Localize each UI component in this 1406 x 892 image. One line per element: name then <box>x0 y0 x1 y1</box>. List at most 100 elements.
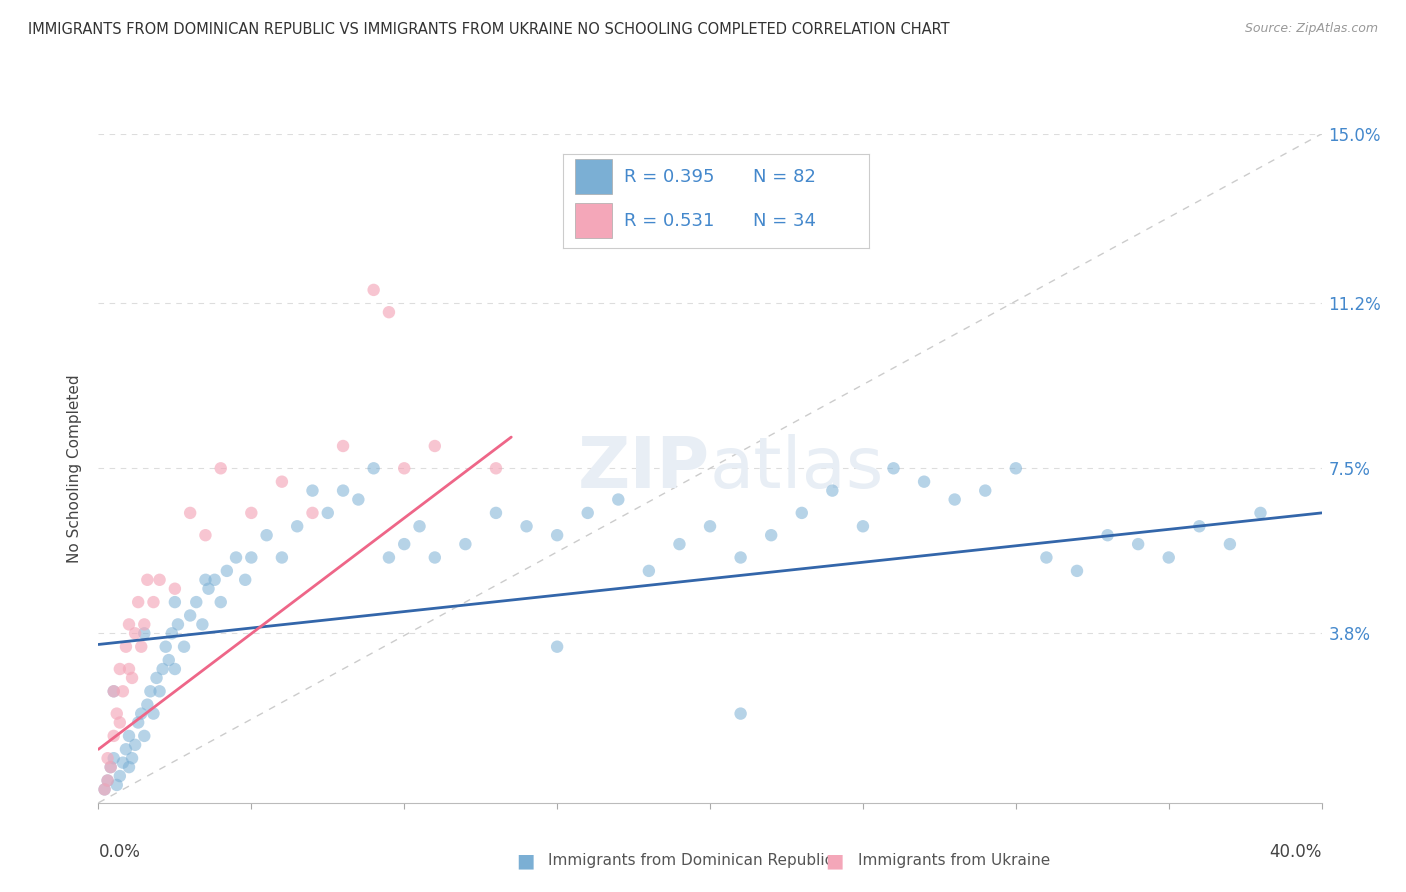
Point <box>607 492 630 507</box>
Point <box>103 684 125 698</box>
Point <box>97 751 120 765</box>
Text: R = 0.395: R = 0.395 <box>624 169 714 186</box>
Point <box>516 519 538 533</box>
Point <box>100 760 122 774</box>
Point <box>97 773 120 788</box>
Point <box>108 715 131 730</box>
Point <box>204 573 226 587</box>
Text: 0.0%: 0.0% <box>98 843 141 861</box>
Text: N = 34: N = 34 <box>752 212 815 230</box>
Point <box>108 769 131 783</box>
Point <box>363 461 385 475</box>
Point <box>821 483 844 498</box>
Point <box>118 662 141 676</box>
Point <box>270 550 294 565</box>
Point <box>103 751 125 765</box>
Point <box>576 506 599 520</box>
Point <box>142 595 165 609</box>
Point <box>699 519 721 533</box>
Y-axis label: No Schooling Completed: No Schooling Completed <box>67 374 83 563</box>
Text: R = 0.531: R = 0.531 <box>624 212 714 230</box>
Text: atlas: atlas <box>710 434 884 503</box>
Point <box>668 537 690 551</box>
Point <box>121 671 143 685</box>
Point <box>912 475 935 489</box>
Point <box>423 550 446 565</box>
FancyBboxPatch shape <box>575 159 612 194</box>
Point <box>142 706 165 721</box>
Text: ■: ■ <box>516 851 534 871</box>
Point <box>127 595 149 609</box>
Point <box>139 684 162 698</box>
Point <box>270 475 294 489</box>
Point <box>93 782 115 797</box>
Point <box>108 662 131 676</box>
Point <box>134 626 156 640</box>
Point <box>285 519 308 533</box>
Point <box>225 550 247 565</box>
Text: Immigrants from Ukraine: Immigrants from Ukraine <box>858 854 1050 868</box>
Point <box>332 483 354 498</box>
Point <box>485 506 508 520</box>
Point <box>378 550 401 565</box>
Point <box>173 640 195 654</box>
Point <box>883 461 905 475</box>
Point <box>392 537 416 551</box>
Text: Immigrants from Dominican Republic: Immigrants from Dominican Republic <box>548 854 834 868</box>
Point <box>301 506 323 520</box>
Point <box>103 684 125 698</box>
Point <box>145 671 167 685</box>
Point <box>118 617 141 632</box>
Text: N = 82: N = 82 <box>752 169 815 186</box>
Point <box>160 626 183 640</box>
Point <box>149 573 172 587</box>
Point <box>129 706 152 721</box>
FancyBboxPatch shape <box>575 202 612 238</box>
Point <box>209 595 232 609</box>
Text: ZIP: ZIP <box>578 434 710 503</box>
Point <box>136 698 159 712</box>
Point <box>197 582 219 596</box>
Point <box>179 608 201 623</box>
Point <box>127 715 149 730</box>
Point <box>194 573 217 587</box>
Text: Source: ZipAtlas.com: Source: ZipAtlas.com <box>1244 22 1378 36</box>
Point <box>149 684 172 698</box>
Point <box>1004 461 1026 475</box>
Point <box>1066 564 1088 578</box>
Text: IMMIGRANTS FROM DOMINICAN REPUBLIC VS IMMIGRANTS FROM UKRAINE NO SCHOOLING COMPL: IMMIGRANTS FROM DOMINICAN REPUBLIC VS IM… <box>28 22 949 37</box>
Point <box>1097 528 1119 542</box>
Point <box>215 564 238 578</box>
Point <box>546 640 568 654</box>
Point <box>392 461 416 475</box>
Point <box>124 738 146 752</box>
Point <box>423 439 446 453</box>
Point <box>638 564 661 578</box>
Point <box>179 506 201 520</box>
Point <box>378 305 401 319</box>
Point <box>974 483 997 498</box>
Point <box>233 573 256 587</box>
Point <box>1188 519 1211 533</box>
Point <box>118 729 141 743</box>
Point <box>363 283 385 297</box>
Point <box>111 756 134 770</box>
Point <box>93 782 115 797</box>
Point <box>1157 550 1180 565</box>
Point <box>103 729 125 743</box>
Point <box>100 760 122 774</box>
Point <box>105 706 128 721</box>
Point <box>134 617 156 632</box>
Point <box>790 506 813 520</box>
Point <box>121 751 143 765</box>
Text: ■: ■ <box>825 851 844 871</box>
Point <box>152 662 174 676</box>
Point <box>124 626 146 640</box>
Point <box>163 662 186 676</box>
Point <box>97 773 120 788</box>
Point <box>194 528 217 542</box>
Point <box>485 461 508 475</box>
Point <box>240 506 263 520</box>
Point <box>408 519 430 533</box>
Point <box>730 550 752 565</box>
